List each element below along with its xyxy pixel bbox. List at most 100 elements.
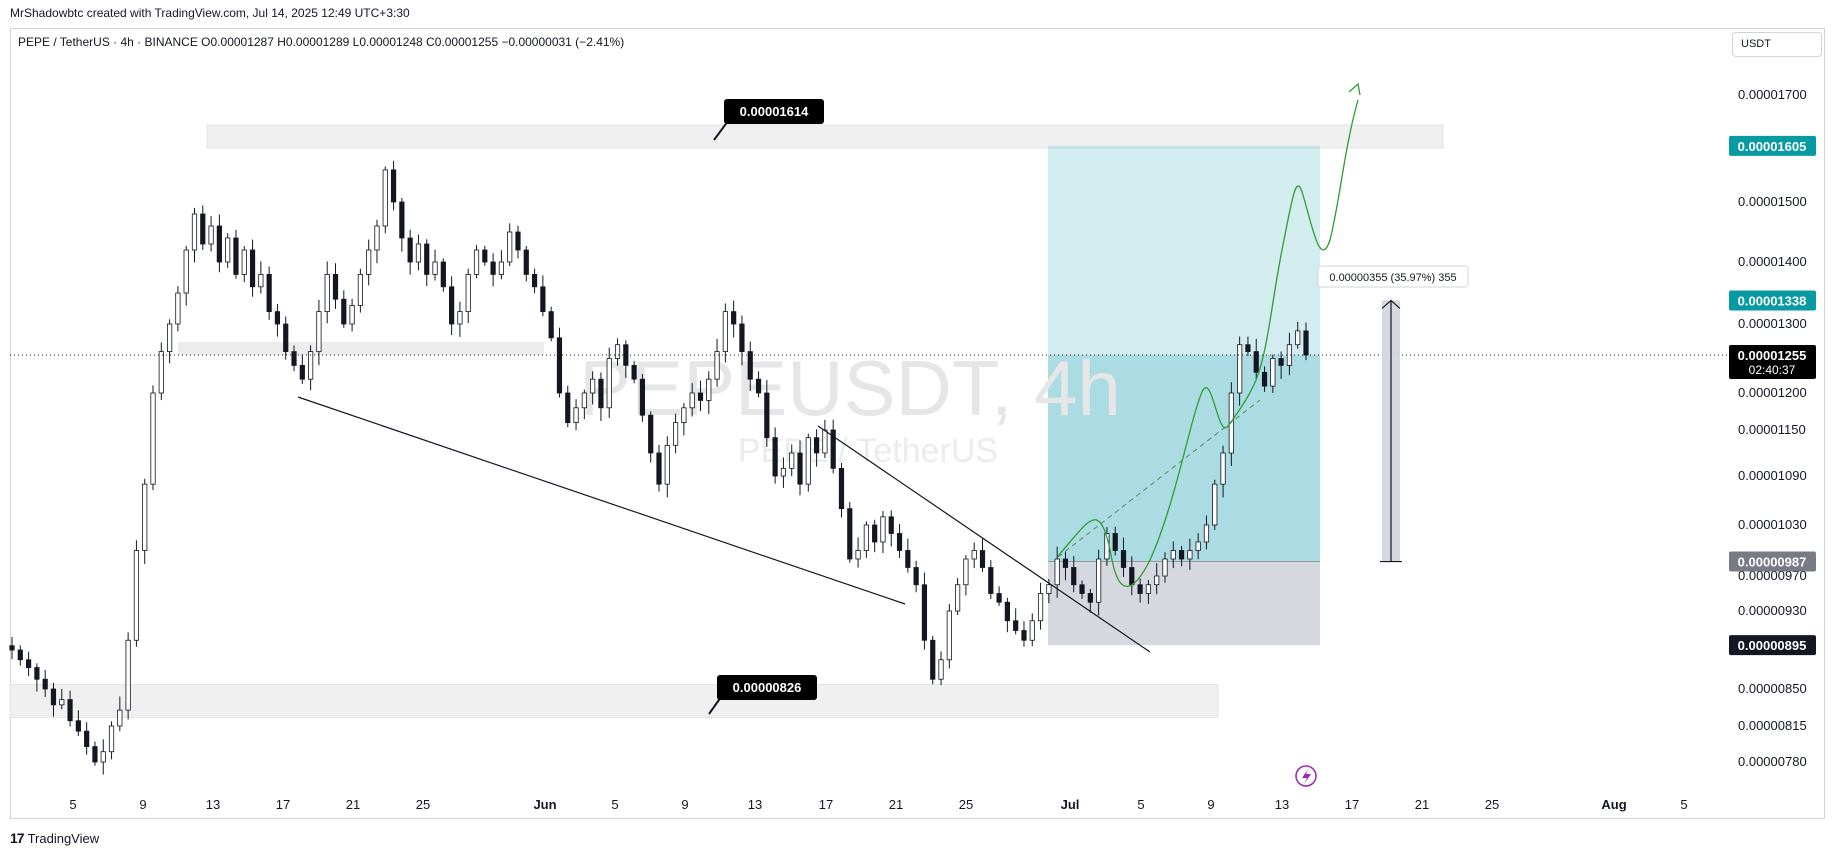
- candle-body: [266, 273, 272, 312]
- candle: [440, 258, 446, 292]
- candle: [415, 234, 422, 271]
- candle: [797, 440, 803, 496]
- candle: [681, 403, 687, 436]
- candle: [963, 555, 969, 596]
- candle-body: [225, 237, 231, 263]
- candle-body: [1029, 620, 1035, 641]
- candle-body: [855, 550, 861, 560]
- candle-body: [457, 311, 463, 325]
- stop-zone: [1048, 561, 1320, 646]
- candle: [830, 419, 836, 474]
- candle: [1278, 351, 1284, 379]
- y-tick-label: 0.00001030: [1738, 517, 1807, 532]
- chart-frame: [10, 28, 1825, 819]
- candle-body: [515, 231, 521, 251]
- candle-body: [407, 237, 413, 263]
- countdown-text: 02:40:37: [1749, 363, 1796, 377]
- candle: [407, 229, 413, 275]
- candle-body: [623, 344, 629, 366]
- candle: [905, 538, 911, 573]
- candle: [1203, 515, 1210, 550]
- candle: [291, 345, 297, 372]
- candle-body: [490, 261, 496, 275]
- candle: [92, 741, 98, 766]
- candle-body: [1087, 593, 1093, 603]
- x-tick-label: 17: [276, 797, 290, 812]
- candle-body: [1278, 358, 1284, 366]
- y-tick-label: 0.00000970: [1738, 568, 1807, 583]
- x-tick-label: 5: [69, 797, 76, 812]
- candle-body: [142, 483, 148, 551]
- candle: [1253, 338, 1259, 380]
- y-tick-label: 0.00001700: [1738, 87, 1807, 102]
- candle-body: [133, 550, 140, 641]
- candle-body: [764, 392, 770, 439]
- candle: [316, 299, 322, 366]
- candle-body: [158, 351, 164, 394]
- candle-body: [415, 243, 422, 263]
- candle: [872, 519, 878, 553]
- x-tick-label: 17: [819, 797, 833, 812]
- candle-body: [200, 213, 206, 245]
- price-badge-bg: [1729, 345, 1816, 380]
- candle: [349, 298, 355, 332]
- x-tick-label: 13: [206, 797, 220, 812]
- candle: [971, 542, 977, 568]
- x-tick-label: 21: [1415, 797, 1429, 812]
- candle: [1087, 588, 1093, 613]
- candle: [639, 373, 646, 422]
- candle: [1237, 336, 1243, 406]
- price-badge: 0.00001605: [1729, 135, 1816, 156]
- candle-body: [440, 261, 446, 288]
- candle: [656, 445, 662, 492]
- candle: [241, 246, 247, 283]
- candle-body: [656, 452, 662, 485]
- candle: [614, 338, 621, 366]
- currency-button[interactable]: USDT: [1732, 32, 1822, 57]
- candle: [590, 371, 596, 405]
- candle: [382, 166, 388, 234]
- projection-path: [1057, 99, 1359, 587]
- candle-body: [1129, 567, 1135, 586]
- candle-body: [1046, 584, 1052, 594]
- candle-body: [108, 725, 115, 753]
- candle-body: [1170, 550, 1176, 560]
- candle: [731, 300, 737, 338]
- candle-body: [9, 645, 15, 651]
- candle-body: [1137, 584, 1143, 594]
- x-tick-label: Aug: [1601, 797, 1626, 812]
- candle: [1162, 552, 1168, 583]
- candle-body: [1261, 371, 1268, 387]
- candle-body: [780, 467, 787, 477]
- candle-body: [921, 584, 928, 641]
- candle-body: [390, 169, 397, 203]
- candle: [1071, 556, 1077, 593]
- candle: [631, 361, 637, 384]
- x-tick-label: 5: [611, 797, 618, 812]
- candle: [880, 511, 886, 554]
- candle: [598, 372, 604, 422]
- candle-body: [175, 292, 181, 325]
- candle: [84, 722, 90, 755]
- price-badge: 0.00000895: [1729, 635, 1816, 656]
- candle-body: [1253, 351, 1259, 373]
- candle-body: [349, 304, 355, 325]
- candle-body: [308, 351, 314, 380]
- candle-body: [1162, 558, 1168, 577]
- candle: [390, 160, 397, 211]
- candle-body: [100, 751, 106, 763]
- candle-body: [59, 699, 65, 706]
- candle-body: [988, 567, 994, 594]
- candle-body: [565, 392, 571, 424]
- y-tick-label: 0.00000930: [1738, 603, 1807, 618]
- candle-body: [283, 323, 289, 353]
- price-badge-text: 0.00000895: [1738, 638, 1807, 653]
- candle: [324, 261, 330, 324]
- candle: [1187, 538, 1193, 570]
- candle-body: [614, 344, 621, 359]
- candle: [274, 304, 281, 337]
- candle: [1286, 332, 1293, 376]
- candle-body: [797, 452, 803, 485]
- symbol-legend[interactable]: PEPE / TetherUS · 4h · BINANCE O0.000012…: [18, 35, 625, 49]
